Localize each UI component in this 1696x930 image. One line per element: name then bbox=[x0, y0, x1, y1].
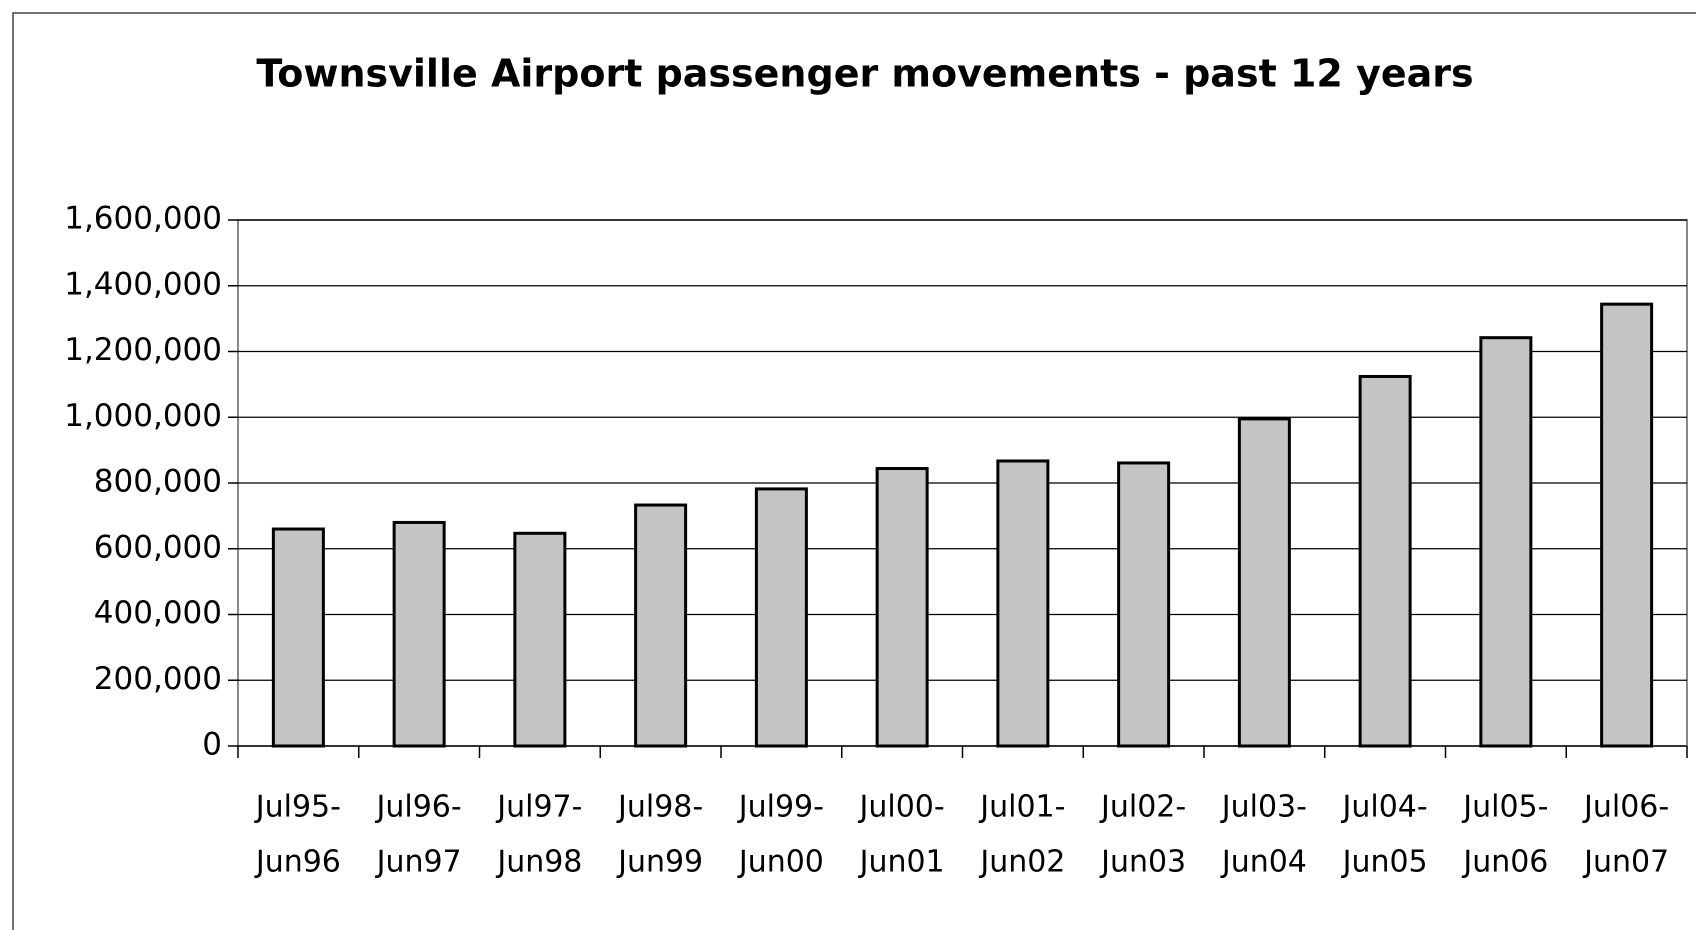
y-tick-label: 1,000,000 bbox=[64, 398, 222, 434]
y-tick-label: 1,200,000 bbox=[64, 332, 222, 368]
x-tick-label: Jul05- bbox=[1461, 790, 1548, 825]
x-tick-label: Jul02- bbox=[1099, 790, 1186, 825]
bar bbox=[392, 520, 446, 748]
x-tick-label: Jun01 bbox=[858, 845, 945, 880]
x-tick-label: Jun02 bbox=[978, 845, 1065, 880]
x-tick-label: Jul00- bbox=[858, 790, 945, 825]
x-tick-label: Jun06 bbox=[1461, 845, 1548, 880]
x-tick-label: Jul97- bbox=[495, 790, 582, 825]
x-tick-label: Jun98 bbox=[495, 845, 582, 880]
x-tick-label: Jul98- bbox=[616, 790, 703, 825]
x-tick-label: Jun96 bbox=[254, 845, 341, 880]
bar bbox=[1117, 461, 1171, 748]
chart-frame bbox=[12, 12, 1696, 930]
x-tick-label: Jul99- bbox=[737, 790, 824, 825]
y-tick-label: 600,000 bbox=[94, 529, 222, 565]
y-tick-label: 400,000 bbox=[94, 595, 222, 631]
y-tick-label: 0 bbox=[202, 727, 222, 763]
bar bbox=[634, 503, 688, 748]
y-tick-label: 200,000 bbox=[94, 661, 222, 697]
bar bbox=[1600, 302, 1654, 748]
x-tick-label: Jun04 bbox=[1220, 845, 1307, 880]
y-tick-label: 1,600,000 bbox=[64, 201, 222, 237]
bar bbox=[1358, 374, 1412, 748]
bar bbox=[271, 527, 325, 748]
x-tick-label: Jun00 bbox=[737, 845, 824, 880]
bar bbox=[996, 459, 1050, 748]
x-tick-label: Jul03- bbox=[1220, 790, 1307, 825]
x-tick-label: Jun03 bbox=[1099, 845, 1186, 880]
bar bbox=[1479, 336, 1533, 748]
x-tick-label: Jun97 bbox=[375, 845, 462, 880]
x-tick-label: Jun07 bbox=[1582, 845, 1669, 880]
bar bbox=[1237, 417, 1291, 748]
x-tick-label: Jun05 bbox=[1341, 845, 1428, 880]
x-tick-label: Jul01- bbox=[978, 790, 1065, 825]
bar bbox=[754, 487, 808, 748]
x-tick-label: Jun99 bbox=[616, 845, 703, 880]
bar bbox=[875, 467, 929, 748]
y-tick-label: 1,400,000 bbox=[64, 266, 222, 302]
x-tick-label: Jul95- bbox=[254, 790, 341, 825]
x-tick-label: Jul06- bbox=[1582, 790, 1669, 825]
chart-title: Townsville Airport passenger movements -… bbox=[256, 52, 1473, 96]
x-tick-label: Jul96- bbox=[375, 790, 462, 825]
x-tick-label: Jul04- bbox=[1341, 790, 1428, 825]
y-tick-label: 800,000 bbox=[94, 464, 222, 500]
bar bbox=[513, 531, 567, 748]
